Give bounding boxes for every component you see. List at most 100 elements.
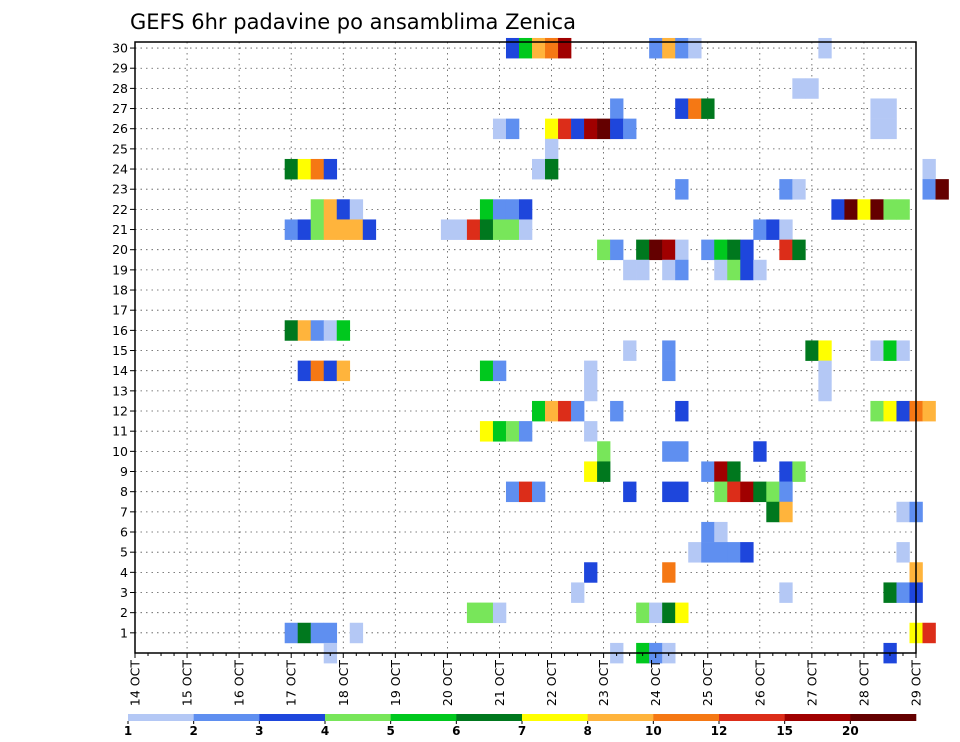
heatmap-cell (479, 602, 494, 624)
heatmap-cell (662, 562, 676, 583)
heatmap-cell (323, 320, 338, 341)
heatmap-cell (310, 199, 325, 220)
x-tick-label: 27 OCT (804, 660, 819, 706)
heatmap-cell (597, 441, 611, 462)
x-tick-label: 21 OCT (492, 660, 507, 706)
heatmap-cell (545, 138, 559, 160)
heatmap-cell (662, 441, 676, 462)
heatmap-cell (584, 461, 598, 482)
heatmap-cell (701, 239, 715, 261)
heatmap-cell (532, 158, 546, 180)
heatmap-cell (662, 340, 676, 361)
x-tick-label: 24 OCT (648, 660, 663, 706)
heatmap-cell (779, 179, 793, 200)
heatmap-cell (310, 360, 325, 382)
heatmap-cell (675, 602, 689, 624)
heatmap-cell (870, 199, 884, 220)
heatmap-cell (349, 622, 364, 644)
color-legend: 1 2 3 4 5 6 7 8 10 12 15 20 (124, 714, 917, 738)
heatmap-cell (518, 421, 533, 442)
x-tick-label: 18 OCT (336, 660, 351, 706)
heatmap-cell (649, 602, 663, 624)
x-tick-label: 15 OCT (180, 660, 195, 706)
heatmap-cell (518, 199, 533, 220)
heatmap-cell (779, 481, 793, 503)
heatmap-cell (636, 259, 650, 281)
heatmap-cell (623, 259, 637, 281)
heatmap-cell (740, 239, 754, 261)
y-tick-label: 30 (112, 41, 128, 56)
y-tick-label: 18 (112, 283, 128, 298)
y-tick-label: 10 (112, 444, 128, 459)
heatmap-cell (310, 622, 325, 644)
legend-swatch (259, 714, 326, 721)
heatmap-cell (766, 219, 780, 240)
heatmap-cell (492, 602, 507, 624)
heatmap-cell (623, 481, 637, 503)
legend-swatch (850, 714, 917, 721)
legend-label: 10 (645, 724, 662, 738)
y-tick-label: 25 (112, 141, 128, 156)
heatmap-cell (753, 481, 767, 503)
y-tick-label: 13 (112, 383, 128, 398)
x-axis: 14 OCT 15 OCT 16 OCT 17 OCT 18 OCT 19 OCT 20 O… (128, 653, 924, 706)
legend-label: 15 (776, 724, 793, 738)
heatmap-cell (349, 199, 364, 220)
heatmap-cell (284, 320, 299, 341)
heatmap-cell (779, 501, 793, 523)
heatmap-cell (792, 179, 806, 200)
heatmap-cell (740, 481, 754, 503)
heatmap-cell (675, 259, 689, 281)
heatmap-cell (323, 199, 338, 220)
y-tick-label: 20 (112, 242, 128, 257)
heatmap-cell (896, 582, 910, 603)
x-tick-label: 16 OCT (232, 660, 247, 706)
heatmap-cell (505, 481, 520, 503)
heatmap-cell (662, 481, 676, 503)
heatmap-cell (896, 340, 910, 361)
y-tick-label: 9 (120, 464, 128, 479)
heatmap-cell (545, 158, 559, 180)
x-tick-label: 23 OCT (596, 660, 611, 706)
heatmap-cell (753, 219, 767, 240)
heatmap-cell (492, 219, 507, 240)
heatmap-cell (740, 542, 754, 563)
heatmap-cell (675, 179, 689, 200)
heatmap-cell (675, 239, 689, 261)
heatmap-cell (532, 481, 546, 503)
heatmap-cell (662, 37, 676, 59)
heatmap-cell (779, 461, 793, 482)
y-axis: 1234567891011121314151617181920212223242… (112, 41, 135, 640)
legend-label: 20 (842, 724, 859, 738)
heatmap-cell (440, 219, 455, 240)
heatmap-cell (883, 118, 897, 140)
heatmap-cell (610, 239, 624, 261)
heatmap-cell (766, 501, 780, 523)
heatmap-cell (558, 400, 572, 422)
heatmap-cell (310, 320, 325, 341)
heatmap-cell (610, 118, 624, 140)
x-tick-label: 25 OCT (700, 660, 715, 706)
heatmap-cell (466, 602, 481, 624)
heatmap-cell (896, 199, 910, 220)
legend-swatch (653, 714, 720, 721)
legend-label: 2 (189, 724, 197, 738)
heatmap-cell (675, 98, 689, 119)
heatmap-cell (479, 199, 494, 220)
heatmap-cell (479, 219, 494, 240)
heatmap-cell (714, 521, 728, 543)
heatmap-cell (753, 441, 767, 462)
heatmap-cell (532, 400, 546, 422)
legend-label: 12 (711, 724, 728, 738)
heatmap-cell (518, 481, 533, 503)
heatmap-cell (714, 542, 728, 563)
legend-label: 3 (255, 724, 263, 738)
heatmap-cell (284, 622, 299, 644)
heatmap-cell (922, 158, 936, 180)
heatmap-cell (623, 340, 637, 361)
heatmap-cell (505, 199, 520, 220)
heatmap-cell (727, 239, 741, 261)
x-tick-label: 28 OCT (856, 660, 871, 706)
legend-swatch (325, 714, 391, 721)
heatmap-cell (636, 239, 650, 261)
